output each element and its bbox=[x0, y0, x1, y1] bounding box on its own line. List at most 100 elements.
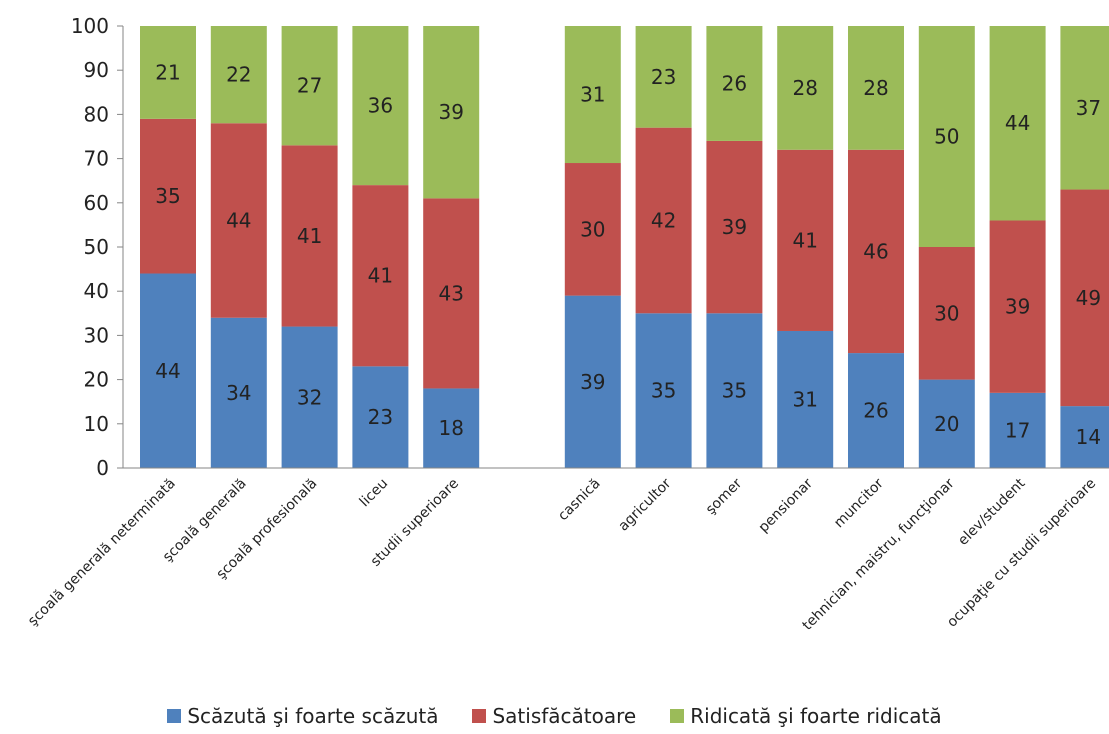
x-tick-label: ocupaţie cu studii superioare bbox=[944, 476, 1099, 631]
bar-segment bbox=[706, 313, 763, 468]
bar-segment bbox=[281, 26, 338, 146]
bar-value-label: 50 bbox=[934, 125, 959, 149]
bar-segment bbox=[423, 388, 480, 468]
y-tick-label: 0 bbox=[96, 456, 109, 480]
bar-labels: 44 35 21 34 44 22 32 41 27 23 41 36 18 43 39 39 30 31 35 42… bbox=[155, 60, 1101, 449]
bar-value-label: 42 bbox=[651, 208, 676, 232]
bar-segment bbox=[281, 145, 338, 327]
legend: Scăzută şi foarte scăzută Satisfăcătoare… bbox=[0, 704, 1109, 728]
bar-segment bbox=[352, 26, 409, 186]
bar-value-label: 49 bbox=[1076, 286, 1101, 310]
bar-value-label: 21 bbox=[155, 60, 180, 84]
bar-segment bbox=[281, 326, 338, 468]
bar-value-label: 39 bbox=[580, 370, 605, 394]
bar-segment bbox=[564, 295, 621, 468]
legend-swatch-low bbox=[167, 709, 182, 723]
bar-value-label: 44 bbox=[226, 208, 251, 232]
bar-segment bbox=[210, 26, 267, 124]
x-tick-label: liceu bbox=[357, 476, 392, 511]
bar-segment bbox=[706, 26, 763, 141]
bar-value-label: 39 bbox=[722, 215, 747, 239]
bar-segment bbox=[635, 26, 692, 128]
legend-item-satisfactory: Satisfăcătoare bbox=[472, 704, 636, 728]
bar-segment bbox=[564, 26, 621, 164]
x-tick-label: elev/student bbox=[955, 475, 1029, 549]
bar-segment bbox=[635, 313, 692, 468]
bar-value-label: 41 bbox=[792, 228, 817, 252]
legend-swatch-high bbox=[670, 709, 685, 723]
bar-segment bbox=[635, 127, 692, 314]
bar-value-label: 18 bbox=[438, 416, 463, 440]
bar-value-label: 20 bbox=[934, 412, 959, 436]
bar-value-label: 31 bbox=[792, 387, 817, 411]
bar-segment bbox=[918, 247, 975, 380]
bar-value-label: 28 bbox=[792, 76, 817, 100]
bar-value-label: 32 bbox=[297, 385, 322, 409]
bar-segment bbox=[352, 366, 409, 468]
bar-segment bbox=[989, 220, 1046, 393]
bar-value-label: 30 bbox=[934, 301, 959, 325]
bar-value-label: 46 bbox=[863, 239, 888, 263]
x-tick-label: şcoală generală neterminată bbox=[25, 476, 179, 630]
bar-segment bbox=[140, 118, 196, 274]
legend-swatch-satisfactory bbox=[472, 709, 487, 723]
y-axis: 0 10 20 30 40 50 60 70 80 90 100 bbox=[71, 14, 124, 480]
bar-value-label: 14 bbox=[1076, 425, 1101, 449]
bar-value-label: 26 bbox=[863, 399, 888, 423]
chart-svg: 0 10 20 30 40 50 60 70 80 90 100 44 35 21 34 44 22 32 41 2… bbox=[25, 14, 1109, 634]
x-tick-label: tehnician, maistru, funcţionar bbox=[800, 475, 958, 633]
bar-value-label: 27 bbox=[297, 74, 322, 98]
y-tick-label: 40 bbox=[84, 279, 109, 303]
bar-value-label: 28 bbox=[863, 76, 888, 100]
bar-value-label: 43 bbox=[438, 281, 463, 305]
bar-segment bbox=[706, 140, 763, 314]
y-tick-label: 100 bbox=[71, 14, 109, 38]
y-tick-label: 20 bbox=[84, 368, 109, 392]
bar-segment bbox=[140, 273, 196, 468]
y-tick-label: 30 bbox=[84, 323, 109, 347]
y-tick-label: 80 bbox=[84, 102, 109, 126]
bar-segment bbox=[423, 198, 480, 389]
y-tick-label: 50 bbox=[84, 235, 109, 259]
x-tick-label: agricultor bbox=[615, 475, 674, 534]
bar-value-label: 23 bbox=[651, 65, 676, 89]
bar-value-label: 22 bbox=[226, 63, 251, 87]
bar-value-label: 41 bbox=[368, 264, 393, 288]
bar-segment bbox=[1060, 189, 1109, 407]
bar-segment bbox=[848, 149, 904, 354]
x-tick-label: muncitor bbox=[831, 475, 887, 531]
bar-value-label: 34 bbox=[226, 381, 251, 405]
legend-label-high: Ridicată şi foarte ridicată bbox=[690, 704, 942, 728]
bar-value-label: 26 bbox=[722, 71, 747, 95]
legend-item-high: Ridicată şi foarte ridicată bbox=[670, 704, 942, 728]
bar-value-label: 17 bbox=[1005, 418, 1030, 442]
y-tick-label: 70 bbox=[84, 147, 109, 171]
bar-segment bbox=[423, 26, 480, 199]
bar-segment bbox=[1060, 26, 1109, 190]
bar-value-label: 36 bbox=[368, 94, 393, 118]
bar-value-label: 35 bbox=[155, 184, 180, 208]
y-tick-label: 60 bbox=[84, 191, 109, 215]
bar-segment bbox=[989, 392, 1046, 468]
bar-segment bbox=[210, 317, 267, 468]
bar-segment bbox=[777, 330, 834, 468]
bar-segment bbox=[918, 26, 975, 247]
bar-segment bbox=[989, 26, 1046, 221]
bar-value-label: 35 bbox=[651, 379, 676, 403]
bar-value-label: 44 bbox=[155, 359, 180, 383]
bar-value-label: 30 bbox=[580, 217, 605, 241]
bars bbox=[140, 26, 1109, 468]
x-tick-label: pensionar bbox=[756, 475, 817, 536]
bar-value-label: 35 bbox=[722, 379, 747, 403]
bar-segment bbox=[918, 379, 975, 468]
bar-segment bbox=[1060, 406, 1109, 468]
legend-item-low: Scăzută şi foarte scăzută bbox=[167, 704, 438, 728]
bar-segment bbox=[140, 26, 196, 119]
bar-segment bbox=[777, 149, 834, 331]
bar-value-label: 39 bbox=[438, 100, 463, 124]
y-tick-label: 10 bbox=[84, 412, 109, 436]
legend-label-satisfactory: Satisfăcătoare bbox=[492, 704, 637, 728]
x-tick-label: şomer bbox=[703, 475, 746, 518]
